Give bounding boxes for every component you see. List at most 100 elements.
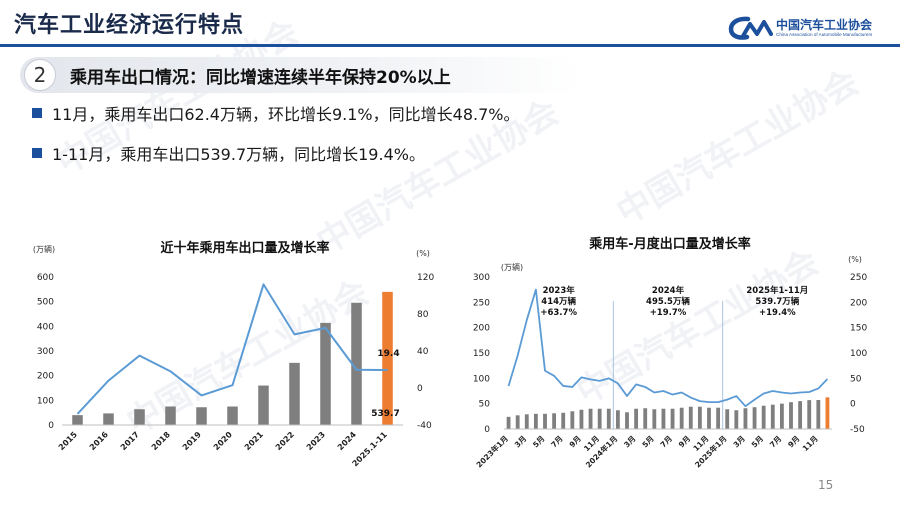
left-y-tick-label: 0 [48,421,54,431]
square-bullet-icon [32,108,42,118]
x-tick-label: 7月 [768,434,783,449]
bar [661,408,666,429]
bar [761,405,766,429]
bar [807,400,812,429]
bar [697,406,702,429]
right-y-tick-label: 40 [417,347,429,357]
right-y-tick-label: -40 [417,421,432,431]
bullet-text: 1-11月，乘用车出口539.7万辆，同比增长19.4%。 [52,145,425,164]
x-tick-label: 3月 [513,434,528,449]
growth-rate-line [76,283,388,415]
right-y-tick-label: 100 [850,349,867,359]
bar [679,407,684,429]
left-y-tick-label: 300 [473,273,490,283]
left-axis-unit: (万辆) [33,244,55,254]
bar [734,410,739,429]
year-summary-annotation: 495.5万辆 [646,296,690,307]
bar [543,413,547,429]
year-summary-annotation: +19.4% [759,308,796,318]
section-number: 2 [24,59,56,91]
bar [743,408,748,429]
x-tick-label: 7月 [549,434,564,449]
x-tick-label: 2021 [243,430,265,452]
monthly-export-chart: 乘用车-月度出口量及增长率 (万辆) (%) 0 50 100 150 200 250 30… [473,236,868,469]
bar [165,406,176,425]
x-tick-label: 2015 [57,430,79,452]
bar [670,408,675,429]
x-tick-label: 9月 [568,434,583,449]
x-tick-label: 2017 [119,430,141,452]
bar [816,400,821,429]
bar [798,401,803,429]
logo-name: 中国汽车工业协会 [776,18,873,32]
year-summary-annotation: 414万辆 [541,296,576,307]
left-y-tick-label: 100 [473,374,490,384]
line-data-label: 19.4 [377,349,399,359]
left-y-tick-label: 400 [37,322,54,332]
header: 汽车工业经济运行特点 [0,0,900,47]
x-tick-label: 3月 [732,434,747,449]
bar [652,409,657,429]
bar [752,407,757,429]
right-y-tick-label: -50 [850,425,865,435]
left-y-tick-label: 50 [479,400,491,410]
right-y-tick-label: 200 [850,298,867,308]
year-summary-annotation: +19.7% [650,308,687,318]
left-y-tick-label: 100 [37,396,54,406]
left-y-tick-label: 300 [37,347,54,357]
page-number: 15 [818,478,834,492]
bar [770,404,775,429]
x-tick-label: 2019 [181,430,203,452]
x-tick-label: 2023 [305,430,327,452]
x-tick-label: 5月 [750,434,765,449]
bar [320,322,331,425]
bar [634,408,639,429]
bar [716,407,721,429]
logo-english-name: China Association of Automobile Manufact… [776,32,873,37]
bar [533,413,538,429]
x-tick-label: 2023年1月 [474,433,510,469]
bar [351,302,362,425]
bar [588,408,593,429]
bar [289,362,300,425]
section-heading: 2 乘用车出口情况：同比增速连续半年保持20%以上 [20,57,880,93]
year-summary-annotation: +63.7% [540,308,577,318]
right-y-tick-label: 0 [417,384,423,394]
bar [258,385,269,425]
bar [597,408,602,429]
caam-logo-icon [728,16,773,40]
left-axis-unit: (万辆) [501,262,523,272]
bar [103,413,114,425]
growth-rate-line [507,288,829,408]
x-tick-label: 7月 [659,434,674,449]
bar [606,408,611,429]
bar [561,412,566,429]
bar [515,415,520,429]
right-y-tick-label: 0 [850,400,856,410]
square-bullet-icon [32,148,42,158]
bar [779,403,784,429]
page-title: 汽车工业经济运行特点 [14,13,245,38]
bar [382,291,393,425]
bar [789,402,793,429]
right-axis-unit: (%) [848,255,862,264]
right-y-tick-label: 80 [417,310,429,320]
bar [227,406,238,425]
bar [688,406,693,429]
logo: 中国汽车工业协会 China Association of Automobile… [728,14,898,42]
left-y-tick-label: 200 [473,324,490,334]
x-tick-label: 3月 [622,434,637,449]
left-y-tick-label: 150 [473,349,490,359]
bar-data-label: 539.7 [371,409,399,419]
bar [196,407,207,425]
bar [570,411,575,429]
right-y-tick-label: 50 [850,374,862,384]
left-y-tick-label: 250 [473,298,490,308]
x-tick-label: 9月 [786,434,801,449]
right-y-tick-label: 250 [850,273,867,283]
left-y-tick-label: 0 [484,425,490,435]
x-tick-label: 2022 [274,430,296,452]
annual-export-chart: 近十年乘用车出口量及增长率 (万辆) (%) 01002003004005006… [33,240,435,468]
bar [707,407,711,429]
x-tick-label: 2016 [88,430,110,452]
